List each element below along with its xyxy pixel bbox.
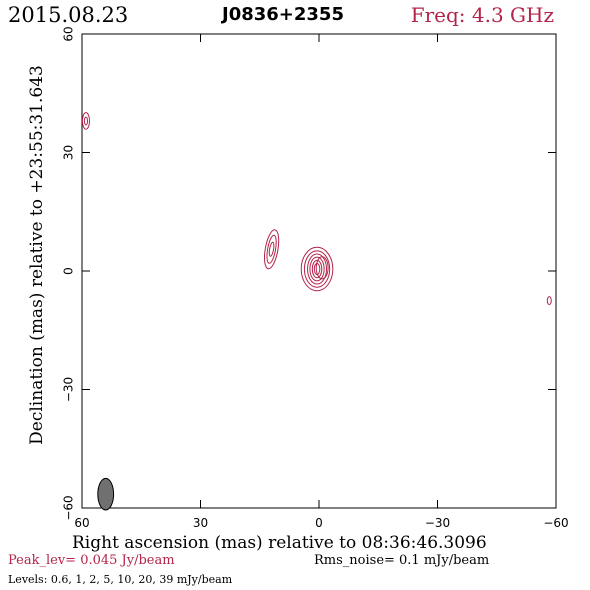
- x-tick-label: 30: [193, 516, 208, 530]
- axis-ticks: [81, 33, 557, 509]
- contour-ring: [303, 250, 331, 288]
- source-name: J0836+2355: [222, 4, 344, 25]
- x-tick-label: −30: [425, 516, 450, 530]
- contour-ring: [266, 234, 277, 264]
- x-axis-label: Right ascension (mas) relative to 08:36:…: [72, 533, 487, 553]
- frequency-label: Freq: 4.3 GHz: [410, 3, 554, 27]
- observation-date: 2015.08.23: [8, 3, 129, 27]
- x-tick-label: 0: [315, 516, 323, 530]
- contour-ring: [307, 253, 328, 285]
- contour-levels: Levels: 0.6, 1, 2, 5, 10, 20, 39 mJy/bea…: [8, 573, 233, 586]
- contour-ring: [315, 256, 329, 280]
- contour-ring: [300, 246, 334, 292]
- beam-layer: [97, 477, 115, 511]
- y-tick-label: 0: [62, 267, 76, 275]
- contour-ring: [263, 229, 280, 270]
- x-tick-label: 60: [74, 516, 89, 530]
- y-tick-label: −30: [62, 377, 76, 402]
- contour-ring: [268, 241, 275, 257]
- contour-ring: [311, 259, 323, 279]
- contour-layer: [81, 112, 552, 306]
- y-axis-label: Declination (mas) relative to +23:55:31.…: [27, 65, 47, 445]
- y-tick-label: 60: [62, 26, 76, 41]
- y-tick-label: 30: [62, 145, 76, 160]
- beam-ellipse: [97, 477, 115, 511]
- contour-ring: [546, 296, 552, 306]
- y-tick-label: −60: [62, 495, 76, 520]
- rms-noise: Rms_noise= 0.1 mJy/beam: [314, 553, 490, 568]
- axis-tick-labels: 60 30 0 −30 −60 −60 −30 0 30 60: [62, 26, 569, 530]
- contour-ring: [81, 112, 91, 130]
- contour-ring: [83, 116, 89, 126]
- x-tick-label: −60: [543, 516, 568, 530]
- peak-level: Peak_lev= 0.045 Jy/beam: [8, 553, 175, 568]
- contour-ring: [309, 256, 325, 282]
- plot-frame: [81, 33, 557, 509]
